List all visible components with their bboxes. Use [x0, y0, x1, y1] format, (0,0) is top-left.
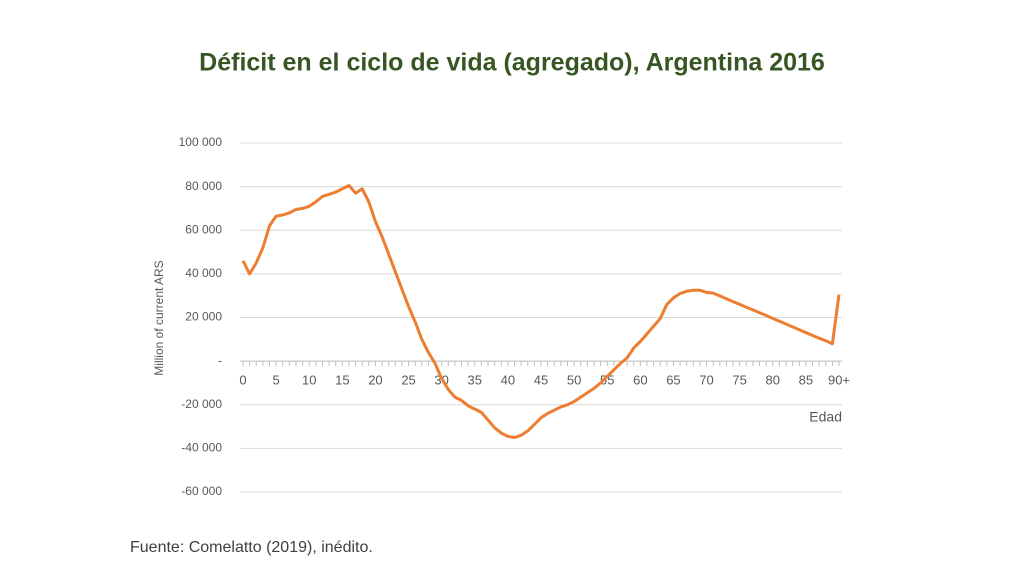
- y-tick-label: -60 000: [181, 484, 222, 498]
- x-tick-label: 70: [699, 373, 713, 388]
- x-tick-label: 55: [600, 373, 614, 388]
- y-axis-label: Million of current ARS: [152, 260, 166, 375]
- x-tick-label: 90+: [828, 373, 850, 388]
- data-line: [241, 184, 841, 439]
- x-tick-label: 65: [666, 373, 680, 388]
- x-tick-label: 80: [766, 373, 780, 388]
- x-tick-label: 5: [272, 373, 279, 388]
- source: Fuente: Comelatto (2019), inédito.: [130, 539, 373, 556]
- y-tick-label: -: [218, 353, 222, 367]
- y-tick-label: 20 000: [185, 310, 222, 324]
- x-tick-label: 50: [567, 373, 581, 388]
- x-tick-label: 10: [302, 373, 316, 388]
- x-tick-label: 25: [401, 373, 415, 388]
- x-tick-label: 35: [468, 373, 482, 388]
- x-tick-label: 85: [799, 373, 813, 388]
- chart-title: Déficit en el ciclo de vida (agregado), …: [199, 49, 825, 77]
- y-tick-label: -40 000: [181, 441, 222, 455]
- x-tick-label: 40: [501, 373, 515, 388]
- x-axis-label: Edad: [809, 409, 842, 425]
- x-tick-label: 75: [732, 373, 746, 388]
- x-tick-label: 15: [335, 373, 349, 388]
- y-tick-label: 60 000: [185, 222, 222, 236]
- y-tick-label: 40 000: [185, 266, 222, 280]
- x-tick-label: 20: [368, 373, 382, 388]
- y-tick-label: -20 000: [181, 397, 222, 411]
- x-tick-label: 60: [633, 373, 647, 388]
- x-tick-label: 45: [534, 373, 548, 388]
- x-tick-label: 0: [239, 373, 246, 388]
- y-tick-label: 100 000: [179, 135, 223, 149]
- y-tick-label: 80 000: [185, 179, 222, 193]
